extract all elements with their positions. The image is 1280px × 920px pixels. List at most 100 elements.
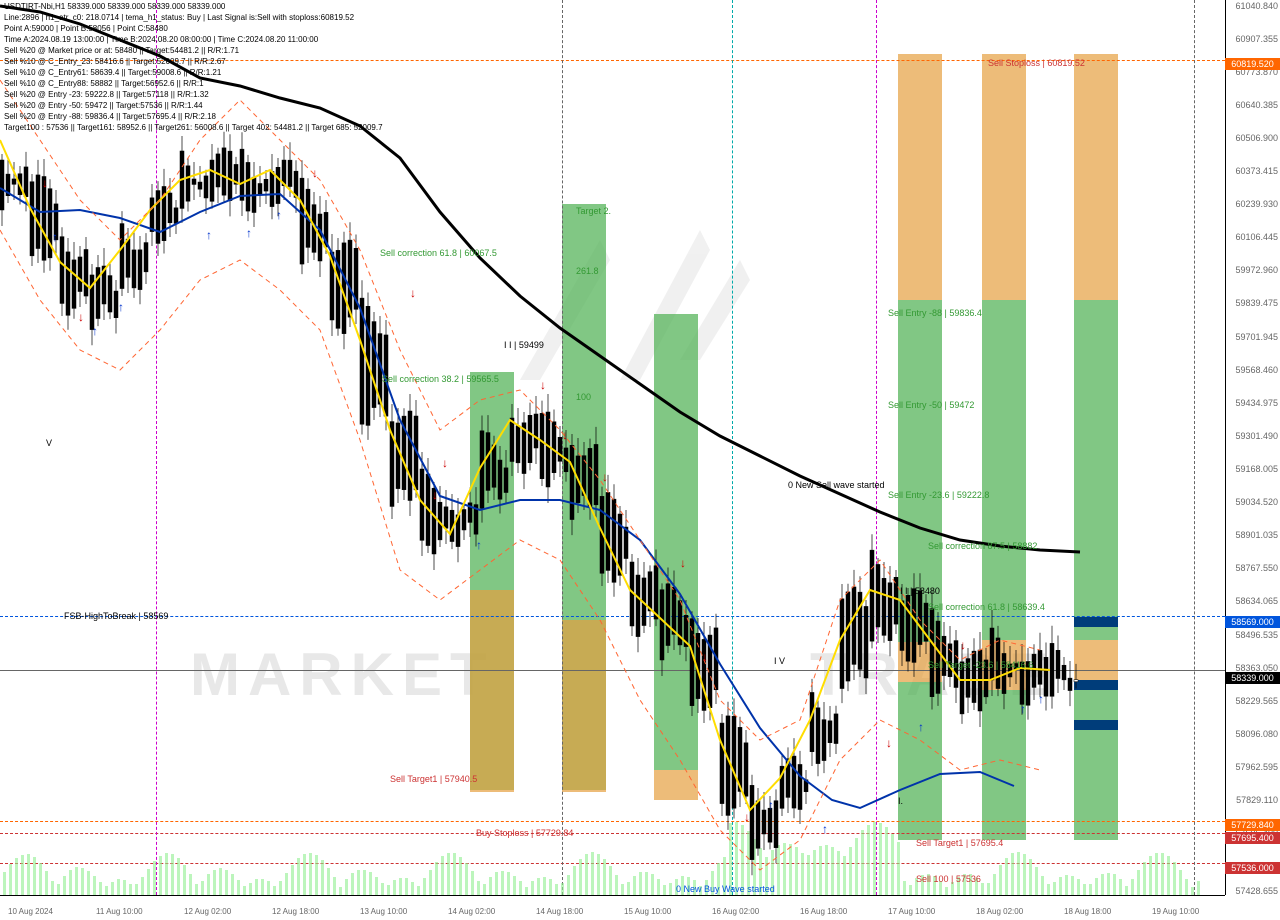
annotation: Sell Stoploss | 60819.52: [988, 58, 1085, 68]
volume-bar: [1029, 859, 1032, 895]
volume-bar: [1059, 877, 1062, 895]
arrow-down-icon: ↓: [562, 428, 568, 442]
annotation: Target 2.: [576, 206, 611, 216]
vline: [156, 0, 157, 895]
volume-bar: [981, 883, 984, 895]
volume-bar: [1167, 856, 1170, 895]
price-tick: 57962.595: [1235, 762, 1278, 772]
volume-bar: [1113, 874, 1116, 895]
chart-area[interactable]: MARKET TRADE ↓↑↓↑↑↑↑↑↓↓↓↓↑↓↓↓↓↓↓↑↑↓↑↓↑↑ …: [0, 0, 1225, 895]
price-tick: 59168.005: [1235, 464, 1278, 474]
volume-bar: [429, 870, 432, 895]
price-tick: 60239.930: [1235, 199, 1278, 209]
annotation: I.: [898, 796, 903, 806]
volume-bar: [885, 827, 888, 895]
orange-box: [898, 54, 942, 300]
annotation: Sell correction 38.2 | 59565.5: [382, 374, 499, 384]
volume-bar: [51, 881, 54, 895]
volume-bar: [1011, 853, 1014, 895]
volume-bar: [1107, 873, 1110, 895]
price-tick: 59701.945: [1235, 332, 1278, 342]
orange-box: [654, 770, 698, 800]
hline: [0, 863, 1225, 864]
volume-bar: [903, 881, 906, 895]
chart-container[interactable]: MARKET TRADE ↓↑↓↑↑↑↑↑↓↓↓↓↑↓↓↓↓↓↓↑↑↓↑↓↑↑ …: [0, 0, 1280, 920]
price-tick: 58767.550: [1235, 563, 1278, 573]
volume-bar: [459, 857, 462, 895]
volume-bar: [27, 854, 30, 895]
info-line: Sell %20 @ Market price or at: 58480 || …: [4, 46, 239, 55]
volume-bar: [363, 870, 366, 895]
arrow-down-icon: ↓: [432, 488, 438, 502]
volume-bar: [669, 883, 672, 895]
volume-bar: [63, 876, 66, 895]
volume-bar: [375, 877, 378, 895]
volume-bar: [135, 884, 138, 895]
arrow-up-icon: ↑: [918, 720, 924, 734]
arrow-down-icon: ↓: [78, 310, 84, 324]
volume-bar: [417, 886, 420, 895]
volume-bar: [141, 877, 144, 895]
volume-bar: [1053, 882, 1056, 895]
time-tick: 18 Aug 18:00: [1064, 907, 1111, 916]
time-tick: 12 Aug 02:00: [184, 907, 231, 916]
volume-bar: [813, 850, 816, 895]
price-tick: 57428.655: [1235, 886, 1278, 896]
volume-bar: [807, 855, 810, 895]
volume-bar: [129, 884, 132, 895]
volume-bar: [555, 884, 558, 895]
volume-bar: [201, 881, 204, 895]
annotation: Sell Entry -50 | 59472: [888, 400, 974, 410]
annotation: 0 New Sell wave started: [788, 480, 885, 490]
volume-bar: [33, 857, 36, 895]
volume-bar: [213, 870, 216, 895]
arrow-down-icon: ↓: [744, 810, 750, 824]
time-axis: 10 Aug 202411 Aug 10:0012 Aug 02:0012 Au…: [0, 895, 1225, 920]
volume-bar: [1023, 854, 1026, 895]
price-tick: 60506.900: [1235, 133, 1278, 143]
volume-bar: [423, 878, 426, 895]
green-box: [470, 372, 514, 590]
price-tick: 60373.415: [1235, 166, 1278, 176]
volume-bar: [849, 847, 852, 895]
volume-bar: [519, 881, 522, 895]
volume-bar: [477, 881, 480, 895]
arrow-down-icon: ↓: [540, 378, 546, 392]
time-tick: 19 Aug 10:00: [1152, 907, 1199, 916]
volume-bar: [9, 864, 12, 895]
volume-bar: [513, 876, 516, 895]
watermark-logo: [0, 0, 1225, 895]
volume-bar: [783, 843, 786, 895]
volume-bar: [273, 886, 276, 895]
info-line: Sell %10 @ C_Entry88: 58882 || Target:56…: [4, 79, 204, 88]
volume-bar: [795, 847, 798, 895]
orange-box: [470, 590, 514, 792]
time-tick: 14 Aug 02:00: [448, 907, 495, 916]
volume-bar: [495, 872, 498, 895]
orange-box: [562, 620, 606, 792]
volume-bar: [639, 872, 642, 895]
volume-bar: [111, 882, 114, 895]
volume-bar: [825, 845, 828, 895]
info-line: Time A:2024.08.19 13:00:00 | Time B:2024…: [4, 35, 318, 44]
info-line: Sell %20 @ Entry -88: 59836.4 || Target:…: [4, 112, 216, 121]
time-tick: 16 Aug 18:00: [800, 907, 847, 916]
volume-bar: [873, 822, 876, 895]
time-tick: 15 Aug 10:00: [624, 907, 671, 916]
arrow-down-icon: ↓: [42, 176, 48, 190]
volume-bar: [1035, 867, 1038, 895]
volume-bar: [69, 870, 72, 895]
volume-bar: [303, 854, 306, 895]
volume-bar: [891, 834, 894, 895]
volume-bar: [447, 853, 450, 895]
volume-bar: [573, 866, 576, 895]
volume-bar: [147, 869, 150, 895]
volume-bar: [315, 855, 318, 895]
volume-bar: [867, 825, 870, 895]
volume-bar: [615, 875, 618, 895]
price-tick: 60640.385: [1235, 100, 1278, 110]
volume-bar: [207, 874, 210, 895]
arrow-down-icon: ↓: [702, 650, 708, 664]
volume-bar: [1083, 884, 1086, 895]
volume-bar: [279, 881, 282, 895]
